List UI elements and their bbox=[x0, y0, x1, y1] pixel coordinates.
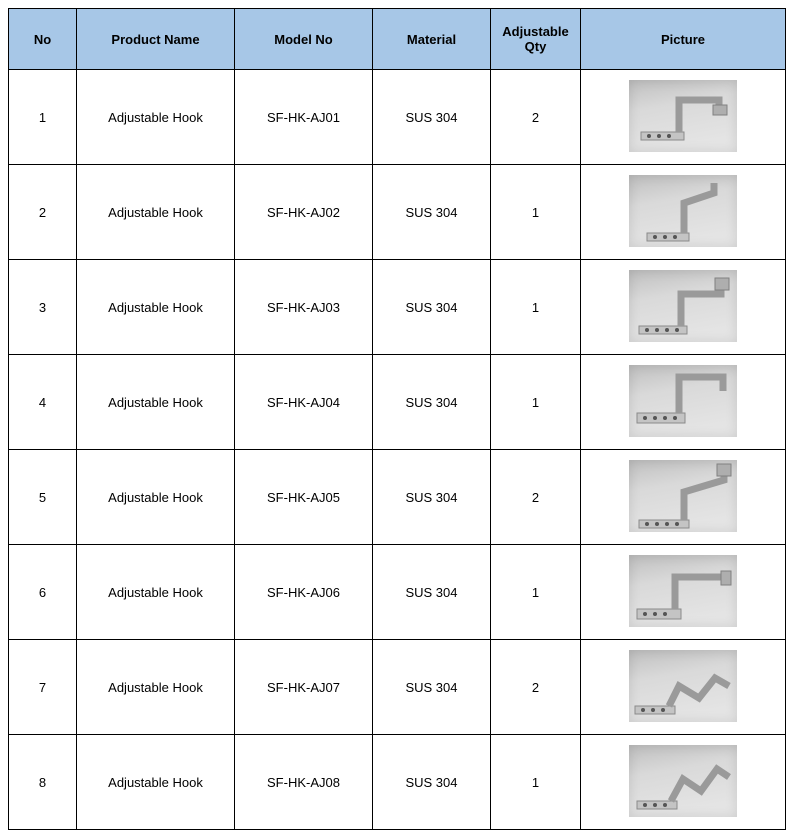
table-header-row: No Product Name Model No Material Adjust… bbox=[9, 9, 786, 70]
cell-picture bbox=[581, 545, 786, 640]
cell-no: 7 bbox=[9, 640, 77, 735]
cell-material: SUS 304 bbox=[373, 640, 491, 735]
cell-model: SF-HK-AJ03 bbox=[235, 260, 373, 355]
cell-qty: 1 bbox=[491, 260, 581, 355]
cell-picture bbox=[581, 640, 786, 735]
product-image bbox=[629, 80, 737, 152]
table-row: 6Adjustable HookSF-HK-AJ06SUS 3041 bbox=[9, 545, 786, 640]
cell-qty: 1 bbox=[491, 545, 581, 640]
cell-picture bbox=[581, 70, 786, 165]
product-image bbox=[629, 650, 737, 722]
cell-model: SF-HK-AJ04 bbox=[235, 355, 373, 450]
cell-picture bbox=[581, 260, 786, 355]
header-model: Model No bbox=[235, 9, 373, 70]
cell-model: SF-HK-AJ06 bbox=[235, 545, 373, 640]
cell-name: Adjustable Hook bbox=[77, 640, 235, 735]
cell-picture bbox=[581, 165, 786, 260]
cell-no: 1 bbox=[9, 70, 77, 165]
product-image bbox=[629, 745, 737, 817]
cell-qty: 2 bbox=[491, 640, 581, 735]
cell-material: SUS 304 bbox=[373, 735, 491, 830]
table-row: 2Adjustable HookSF-HK-AJ02SUS 3041 bbox=[9, 165, 786, 260]
product-image bbox=[629, 270, 737, 342]
product-table: No Product Name Model No Material Adjust… bbox=[8, 8, 786, 830]
product-image bbox=[629, 555, 737, 627]
cell-model: SF-HK-AJ08 bbox=[235, 735, 373, 830]
product-image bbox=[629, 460, 737, 532]
cell-name: Adjustable Hook bbox=[77, 260, 235, 355]
cell-picture bbox=[581, 735, 786, 830]
product-image bbox=[629, 175, 737, 247]
cell-no: 2 bbox=[9, 165, 77, 260]
cell-name: Adjustable Hook bbox=[77, 70, 235, 165]
cell-no: 5 bbox=[9, 450, 77, 545]
header-qty: Adjustable Qty bbox=[491, 9, 581, 70]
table-row: 8Adjustable HookSF-HK-AJ08SUS 3041 bbox=[9, 735, 786, 830]
header-picture: Picture bbox=[581, 9, 786, 70]
cell-qty: 2 bbox=[491, 70, 581, 165]
cell-material: SUS 304 bbox=[373, 450, 491, 545]
cell-model: SF-HK-AJ01 bbox=[235, 70, 373, 165]
table-row: 7Adjustable HookSF-HK-AJ07SUS 3042 bbox=[9, 640, 786, 735]
table-row: 5Adjustable HookSF-HK-AJ05SUS 3042 bbox=[9, 450, 786, 545]
cell-name: Adjustable Hook bbox=[77, 165, 235, 260]
cell-no: 3 bbox=[9, 260, 77, 355]
table-row: 4Adjustable HookSF-HK-AJ04SUS 3041 bbox=[9, 355, 786, 450]
cell-model: SF-HK-AJ05 bbox=[235, 450, 373, 545]
cell-material: SUS 304 bbox=[373, 70, 491, 165]
cell-material: SUS 304 bbox=[373, 545, 491, 640]
cell-no: 6 bbox=[9, 545, 77, 640]
cell-name: Adjustable Hook bbox=[77, 355, 235, 450]
cell-picture bbox=[581, 450, 786, 545]
cell-name: Adjustable Hook bbox=[77, 450, 235, 545]
cell-material: SUS 304 bbox=[373, 260, 491, 355]
header-no: No bbox=[9, 9, 77, 70]
cell-qty: 1 bbox=[491, 735, 581, 830]
table-row: 1Adjustable HookSF-HK-AJ01SUS 3042 bbox=[9, 70, 786, 165]
table-row: 3Adjustable HookSF-HK-AJ03SUS 3041 bbox=[9, 260, 786, 355]
product-image bbox=[629, 365, 737, 437]
cell-no: 8 bbox=[9, 735, 77, 830]
cell-model: SF-HK-AJ07 bbox=[235, 640, 373, 735]
cell-name: Adjustable Hook bbox=[77, 735, 235, 830]
cell-name: Adjustable Hook bbox=[77, 545, 235, 640]
cell-picture bbox=[581, 355, 786, 450]
cell-material: SUS 304 bbox=[373, 165, 491, 260]
cell-model: SF-HK-AJ02 bbox=[235, 165, 373, 260]
cell-qty: 1 bbox=[491, 165, 581, 260]
cell-no: 4 bbox=[9, 355, 77, 450]
header-material: Material bbox=[373, 9, 491, 70]
cell-material: SUS 304 bbox=[373, 355, 491, 450]
cell-qty: 2 bbox=[491, 450, 581, 545]
header-name: Product Name bbox=[77, 9, 235, 70]
cell-qty: 1 bbox=[491, 355, 581, 450]
